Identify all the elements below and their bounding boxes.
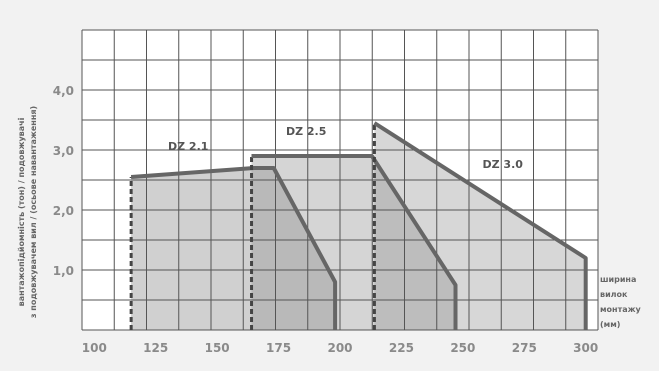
y-tick-label: 3,0	[53, 144, 74, 158]
tick-labels: 100 125 150 175 200 225 250 275 300 1,0 2,0 3,0 4,0	[53, 84, 599, 355]
series-label-dz-2-5: DZ 2.5	[286, 125, 326, 138]
x-tick-label: 200	[327, 341, 352, 355]
grid-lines	[81, 29, 599, 331]
capacity-outlines	[129, 121, 588, 330]
y-tick-label: 1,0	[53, 264, 74, 278]
series-labels: DZ 2.1 DZ 2.5 DZ 3.0	[168, 125, 523, 171]
outline-dz-3-0	[373, 121, 588, 330]
x-axis-unit-line-3: монтажу	[600, 305, 642, 314]
y-axis-label-line-2: з подовжувачем вил / (осьове навантаженн…	[29, 106, 38, 318]
x-tick-label: 150	[205, 341, 230, 355]
x-axis-unit-line-4: (мм)	[600, 320, 620, 329]
x-tick-label: 275	[512, 341, 537, 355]
y-tick-label: 2,0	[53, 204, 74, 218]
x-tick-label: 250	[450, 341, 475, 355]
series-label-dz-3-0: DZ 3.0	[483, 158, 524, 171]
outline-dz-2-1	[130, 166, 338, 330]
area-dz-2-1	[131, 168, 336, 330]
x-tick-label: 300	[573, 341, 598, 355]
x-axis-unit-line-1: ширина	[600, 275, 636, 284]
outline-dz-2-5	[251, 154, 458, 330]
x-tick-label: 225	[389, 341, 414, 355]
x-axis-unit-line-2: вилок	[600, 290, 628, 299]
y-axis-label-line-1: вантажопідйомність (тон) / подовжувачі	[16, 117, 26, 306]
series-label-dz-2-1: DZ 2.1	[168, 140, 208, 153]
area-dz-3-0	[374, 123, 586, 330]
x-tick-label: 125	[143, 341, 168, 355]
y-tick-label: 4,0	[53, 84, 74, 98]
x-tick-label: 175	[266, 341, 291, 355]
x-tick-label: 100	[82, 341, 107, 355]
